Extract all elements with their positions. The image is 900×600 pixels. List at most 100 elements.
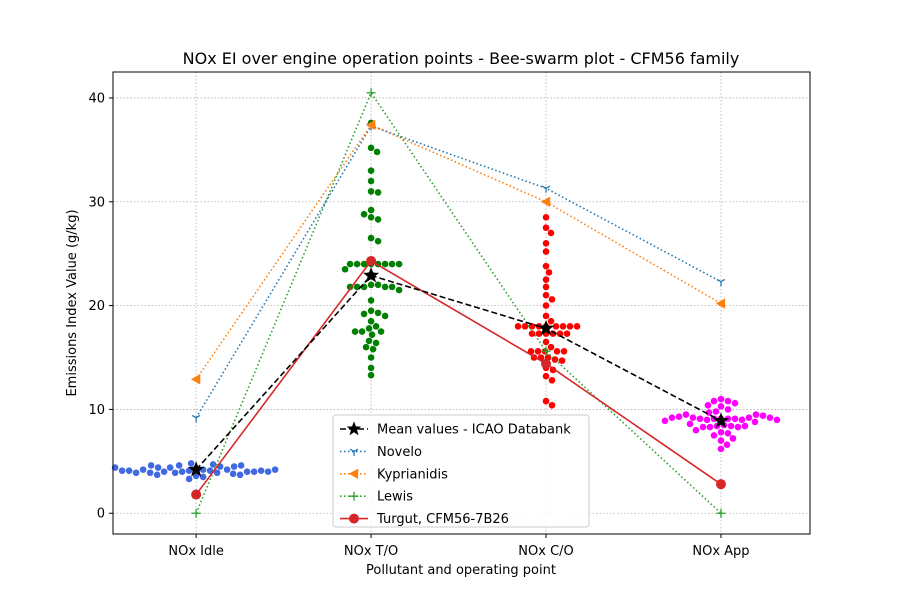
swarm-point (365, 325, 373, 332)
swarm-point (563, 330, 571, 337)
swarm-point (745, 414, 753, 422)
swarm-point (548, 296, 556, 303)
series-line (195, 259, 722, 496)
swarm-point (185, 475, 193, 483)
swarm-point (528, 330, 536, 337)
swarm-point (741, 422, 749, 430)
swarm-point (717, 403, 725, 410)
swarm-point (766, 414, 774, 422)
swarm-point (160, 468, 168, 476)
swarm-point (547, 229, 555, 237)
swarm-point (738, 416, 746, 424)
swarm-point (374, 309, 382, 317)
swarm-point (724, 429, 732, 437)
series-point (191, 489, 202, 500)
x-tick-label: NOx T/O (344, 544, 398, 559)
swarm-point (692, 426, 700, 434)
legend-box (332, 414, 590, 528)
swarm-point (367, 371, 375, 379)
swarm-point (367, 307, 375, 315)
swarm-point (368, 331, 376, 338)
chart-title: NOx EI over engine operation points - Be… (183, 49, 740, 68)
swarm-point (118, 467, 126, 474)
swarm-point (542, 312, 550, 320)
swarm-point (542, 276, 550, 283)
series-point (540, 196, 551, 207)
swarm-point (351, 328, 359, 335)
swarm-point (372, 339, 380, 347)
swarm-point (373, 148, 381, 156)
swarm-point (132, 469, 140, 477)
swarm-point (395, 260, 403, 268)
swarm-point (752, 411, 760, 418)
swarm-point (367, 188, 375, 195)
y-tick-label: 10 (88, 403, 105, 418)
legend-label: Lewis (377, 490, 413, 505)
y-axis: 0 10 20 30 40 (88, 91, 113, 522)
series-point (712, 412, 730, 428)
swarm-point (542, 372, 550, 380)
series-point (346, 421, 362, 436)
swarm-point (553, 347, 561, 355)
series-point (365, 119, 376, 131)
series-3 (191, 88, 726, 518)
swarm-point (559, 323, 567, 330)
swarm-point (717, 395, 725, 403)
swarm-point (206, 467, 214, 474)
series-point (362, 266, 380, 283)
swarm-point (187, 460, 195, 467)
swarm-point (704, 401, 712, 409)
swarm-point (773, 416, 781, 424)
swarm-point (223, 466, 231, 473)
swarm-point (686, 420, 694, 428)
swarm-point (166, 464, 174, 471)
swarm-point (367, 206, 375, 214)
swarm-point (542, 248, 550, 255)
swarm-point (547, 343, 555, 351)
swarm-point (514, 323, 522, 330)
swarm-point (372, 323, 380, 330)
series-point (537, 319, 555, 336)
swarm-point (388, 260, 396, 268)
series-line (195, 125, 722, 419)
swarm-point (706, 423, 714, 431)
swarm-point (731, 399, 739, 407)
swarm-point (367, 317, 375, 325)
x-tick-label: NOx App (692, 544, 749, 559)
legend-label: Kyprianidis (377, 467, 448, 482)
series-point (716, 278, 726, 287)
swarm-point (341, 265, 349, 273)
swarm-point (661, 417, 669, 425)
series-point (541, 185, 551, 193)
swarm-point (699, 423, 707, 431)
series-point (715, 479, 726, 490)
swarm-point (374, 281, 382, 289)
swarm-point (552, 323, 560, 330)
swarm-point (521, 323, 529, 330)
swarm-point (542, 302, 550, 309)
swarm-point (729, 435, 737, 442)
swarm-point (717, 445, 725, 453)
series-point (716, 508, 726, 518)
series-0 (188, 266, 730, 477)
legend-label: Turgut, CFM56-7B26 (376, 512, 509, 527)
x-axis-label: Pollutant and operating point (366, 563, 556, 578)
series-layer (188, 88, 730, 518)
swarm-point (346, 260, 354, 268)
swarm-point (209, 461, 217, 468)
series-point (366, 255, 377, 266)
series-line (195, 274, 722, 471)
swarm-point (153, 471, 161, 479)
swarm-point (573, 323, 581, 330)
swarm-point (367, 167, 375, 174)
swarm-point (548, 377, 556, 384)
swarm-point (542, 283, 550, 291)
swarm-point (731, 415, 739, 423)
series-point (349, 448, 359, 456)
series-point (191, 508, 201, 518)
swarm-point (566, 323, 574, 330)
swarm-point (154, 464, 162, 471)
swarm-point (367, 214, 375, 221)
series-point (188, 461, 205, 477)
swarm-point (264, 468, 272, 476)
